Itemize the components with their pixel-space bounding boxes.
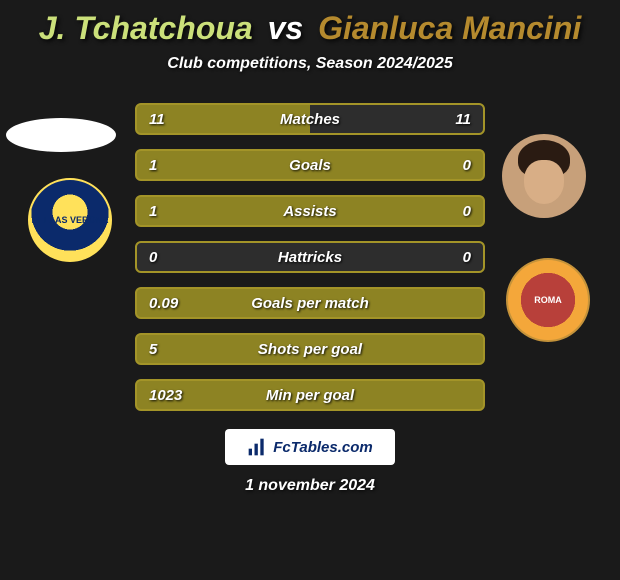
stat-label: Hattricks [209, 249, 411, 266]
source-badge: FcTables.com [225, 429, 395, 465]
stat-right-value: 0 [411, 203, 471, 220]
stat-left-value: 1 [149, 157, 209, 174]
stat-row: 5Shots per goal [135, 333, 485, 365]
stat-right-value: 0 [411, 249, 471, 266]
stat-row: 0.09Goals per match [135, 287, 485, 319]
stat-left-value: 11 [149, 111, 209, 128]
player2-avatar [502, 134, 586, 218]
stat-label: Shots per goal [209, 341, 411, 358]
stat-row: 0Hattricks0 [135, 241, 485, 273]
stat-label: Matches [209, 111, 411, 128]
stat-row: 1Goals0 [135, 149, 485, 181]
title-player2: Gianluca Mancini [318, 10, 581, 46]
stat-right-value: 11 [411, 111, 471, 128]
stat-row: 11Matches11 [135, 103, 485, 135]
date-text: 1 november 2024 [0, 477, 620, 495]
subtitle: Club competitions, Season 2024/2025 [0, 55, 620, 73]
club2-label: ROMA [534, 295, 562, 305]
stat-right-value: 0 [411, 157, 471, 174]
player1-avatar [6, 118, 116, 152]
stat-row: 1023Min per goal [135, 379, 485, 411]
stat-row: 1Assists0 [135, 195, 485, 227]
page-title: J. Tchatchoua vs Gianluca Mancini [0, 10, 620, 47]
chart-icon [247, 437, 267, 457]
stat-label: Min per goal [209, 387, 411, 404]
stat-rows: 11Matches111Goals01Assists00Hattricks00.… [135, 103, 485, 411]
stat-left-value: 1023 [149, 387, 209, 404]
club1-label: HELLAS VERONA [31, 215, 108, 225]
stat-left-value: 0.09 [149, 295, 209, 312]
stat-label: Assists [209, 203, 411, 220]
stat-label: Goals [209, 157, 411, 174]
comparison-card: J. Tchatchoua vs Gianluca Mancini Club c… [0, 0, 620, 580]
stat-label: Goals per match [209, 295, 411, 312]
player1-club-logo: HELLAS VERONA [28, 178, 112, 262]
source-text: FcTables.com [273, 439, 372, 456]
stat-left-value: 5 [149, 341, 209, 358]
stat-left-value: 0 [149, 249, 209, 266]
player2-club-logo: ROMA [506, 258, 590, 342]
title-player1: J. Tchatchoua [39, 10, 253, 46]
title-vs: vs [268, 10, 304, 46]
stat-left-value: 1 [149, 203, 209, 220]
